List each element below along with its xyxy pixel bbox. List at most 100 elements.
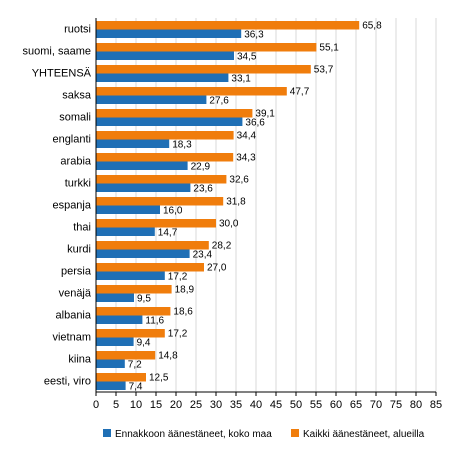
x-tick-label: 5 xyxy=(113,399,119,411)
bars xyxy=(96,21,360,390)
bar-kaikki xyxy=(96,87,287,96)
data-label-ennakko: 11,6 xyxy=(145,316,164,327)
bar-kaikki xyxy=(96,21,360,30)
data-label-kaikki: 31,8 xyxy=(226,197,246,208)
x-tick-label: 10 xyxy=(130,399,142,411)
x-tick-label: 45 xyxy=(270,399,282,411)
bar-kaikki xyxy=(96,153,234,162)
data-label-ennakko: 16,0 xyxy=(163,206,183,217)
data-label-kaikki: 17,2 xyxy=(168,329,188,340)
bar-kaikki xyxy=(96,307,171,316)
data-label-ennakko: 7,2 xyxy=(128,360,142,371)
data-label-kaikki: 12,5 xyxy=(149,373,169,384)
data-label-kaikki: 53,7 xyxy=(314,65,334,76)
category-label: englanti xyxy=(52,134,91,146)
category-label: eesti, viro xyxy=(44,376,91,388)
data-label-kaikki: 28,2 xyxy=(212,241,232,252)
bar-ennakko xyxy=(96,73,229,82)
data-label-ennakko: 14,7 xyxy=(158,228,178,239)
x-tick-label: 25 xyxy=(190,399,202,411)
bar-ennakko xyxy=(96,249,190,258)
category-label: ruotsi xyxy=(64,24,91,36)
bar-kaikki xyxy=(96,285,172,294)
bar-kaikki xyxy=(96,373,146,382)
bar-kaikki xyxy=(96,109,253,118)
category-label: saksa xyxy=(62,90,92,102)
x-tick-label: 20 xyxy=(170,399,182,411)
bar-ennakko xyxy=(96,359,125,368)
data-label-kaikki: 47,7 xyxy=(290,87,310,98)
data-label-ennakko: 18,3 xyxy=(172,140,192,151)
legend-swatch xyxy=(103,429,111,437)
axes: 0 5 10 15 20 25 30 35 40 45 50 55 60 65 70 75 80 85 xyxy=(93,18,442,411)
bar-ennakko xyxy=(96,95,207,104)
category-label: venäjä xyxy=(59,288,92,300)
category-label: turkki xyxy=(65,178,91,190)
category-label: YHTEENSÄ xyxy=(32,68,92,80)
x-tick-label: 40 xyxy=(250,399,262,411)
bar-kaikki xyxy=(96,131,234,140)
labels: ruotsi 65,8 36,3 suomi, saame 55,1 34,5 YHTEEN… xyxy=(23,21,383,393)
data-label-ennakko: 7,4 xyxy=(129,382,143,393)
legend: Ennakkoon äänestäneet, koko maa Kaikki ää… xyxy=(103,429,425,440)
bar-kaikki xyxy=(96,241,209,250)
bar-ennakko xyxy=(96,161,188,170)
bar-ennakko xyxy=(96,293,134,302)
category-label: albania xyxy=(56,310,92,322)
data-label-kaikki: 55,1 xyxy=(319,43,339,54)
bar-ennakko xyxy=(96,227,155,236)
data-label-ennakko: 36,6 xyxy=(245,118,265,129)
category-label: kiina xyxy=(68,354,92,366)
data-label-ennakko: 23,4 xyxy=(193,250,213,261)
category-label: suomi, saame xyxy=(23,46,91,58)
bar-ennakko xyxy=(96,315,143,324)
legend-label: Kaikki äänestäneet, alueilla xyxy=(303,429,425,440)
bar-ennakko xyxy=(96,139,170,148)
bar-kaikki xyxy=(96,219,216,228)
bar-ennakko xyxy=(96,51,234,60)
category-label: espanja xyxy=(52,200,91,212)
bar-kaikki xyxy=(96,263,204,272)
x-tick-label: 55 xyxy=(310,399,322,411)
bar-ennakko xyxy=(96,183,191,192)
bar-ennakko xyxy=(96,337,134,346)
category-label: vietnam xyxy=(52,332,91,344)
bar-kaikki xyxy=(96,175,227,184)
data-label-kaikki: 18,9 xyxy=(175,285,195,296)
x-tick-label: 70 xyxy=(370,399,382,411)
bar-ennakko xyxy=(96,381,126,390)
category-label: persia xyxy=(61,266,92,278)
data-label-kaikki: 34,4 xyxy=(237,131,257,142)
x-tick-label: 35 xyxy=(230,399,242,411)
data-label-kaikki: 30,0 xyxy=(219,219,239,230)
x-tick-label: 65 xyxy=(350,399,362,411)
bar-ennakko xyxy=(96,205,160,214)
x-tick-label: 75 xyxy=(390,399,402,411)
data-label-ennakko: 33,1 xyxy=(231,74,251,85)
bar-kaikki xyxy=(96,351,156,360)
category-label: kurdi xyxy=(67,244,91,256)
x-tick-label: 0 xyxy=(93,399,99,411)
data-label-ennakko: 9,4 xyxy=(137,338,151,349)
bar-kaikki xyxy=(96,329,165,338)
x-tick-label: 15 xyxy=(150,399,162,411)
data-label-kaikki: 14,8 xyxy=(158,351,178,362)
category-label: arabia xyxy=(60,156,91,168)
bar-ennakko xyxy=(96,271,165,280)
x-tick-label: 85 xyxy=(430,399,442,411)
bar-ennakko xyxy=(96,29,242,38)
data-label-kaikki: 32,6 xyxy=(229,175,249,186)
data-label-ennakko: 34,5 xyxy=(237,52,257,63)
data-label-ennakko: 27,6 xyxy=(209,96,229,107)
data-label-kaikki: 65,8 xyxy=(362,21,382,32)
data-label-ennakko: 36,3 xyxy=(244,30,264,41)
x-tick-label: 60 xyxy=(330,399,342,411)
x-tick-label: 50 xyxy=(290,399,302,411)
category-label: thai xyxy=(73,222,91,234)
bar-kaikki xyxy=(96,65,311,74)
x-tick-label: 30 xyxy=(210,399,222,411)
bar-kaikki xyxy=(96,43,317,52)
data-label-ennakko: 9,5 xyxy=(137,294,151,305)
